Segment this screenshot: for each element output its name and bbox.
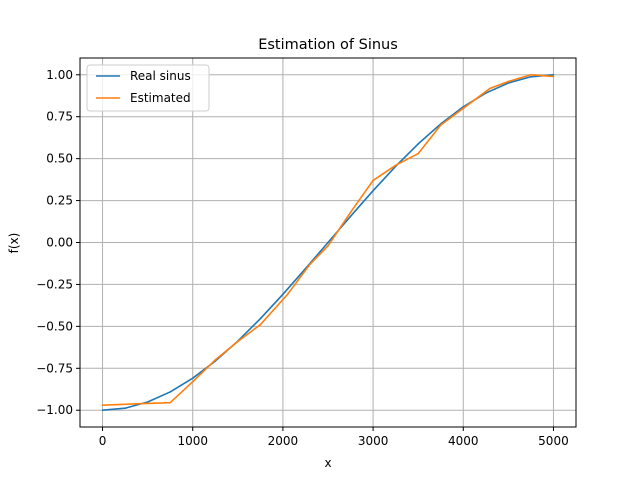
x-tick-label: 0	[99, 434, 107, 448]
legend-label-real-sinus: Real sinus	[130, 69, 191, 83]
x-tick-label: 5000	[538, 434, 569, 448]
y-tick-label: 0.00	[46, 236, 73, 250]
data-point	[552, 75, 555, 78]
data-point	[286, 293, 289, 296]
data-point	[214, 359, 217, 361]
x-tick-label: 1000	[177, 434, 208, 448]
y-tick-label: 1.00	[46, 68, 73, 82]
data-point	[101, 409, 104, 412]
data-point	[146, 401, 149, 403]
y-tick-label: −0.75	[36, 361, 73, 375]
y-tick-label: 0.50	[46, 152, 73, 166]
y-tick-label: −0.50	[36, 319, 73, 333]
data-point	[191, 380, 194, 383]
data-point	[530, 75, 532, 78]
data-point	[507, 80, 510, 83]
data-point	[462, 107, 465, 110]
data-point	[309, 263, 311, 266]
chart-title: Estimation of Sinus	[258, 37, 398, 53]
x-tick-label: 2000	[268, 434, 299, 448]
data-point	[349, 211, 352, 214]
series-points-estimated	[101, 73, 555, 406]
data-point	[259, 317, 262, 320]
data-point	[169, 401, 171, 404]
data-point	[417, 143, 419, 145]
legend: Real sinus Estimated	[86, 64, 210, 112]
y-tick-label: −0.25	[36, 277, 73, 291]
data-point	[394, 164, 397, 167]
ticks: 0 1000 2000 3000 4000 5000 −1.00 −0.75 −0.50 −0.2…	[36, 68, 569, 448]
y-tick-label: 0.75	[46, 110, 73, 124]
series-points-real-sinus	[101, 73, 555, 412]
data-point	[327, 245, 329, 247]
x-tick-label: 4000	[448, 434, 479, 448]
data-point	[237, 340, 239, 343]
data-point	[349, 215, 352, 218]
data-point	[259, 323, 262, 326]
data-point	[552, 73, 555, 76]
data-point	[489, 87, 492, 89]
data-point	[507, 82, 510, 84]
x-axis-label: x	[324, 456, 331, 470]
x-tick-label: 3000	[358, 434, 389, 448]
y-tick-label: −1.00	[36, 403, 73, 417]
data-point	[327, 241, 329, 244]
data-point	[142, 402, 144, 405]
y-axis-label: f(x)	[7, 233, 21, 254]
data-point	[372, 179, 374, 182]
data-point	[372, 189, 374, 192]
series-line-estimated	[102, 73, 554, 406]
data-point	[191, 377, 194, 379]
data-point	[124, 407, 126, 410]
data-point	[530, 73, 532, 76]
data-point	[282, 293, 284, 296]
series-group	[101, 73, 555, 412]
data-point	[101, 404, 104, 406]
legend-label-estimated: Estimated	[130, 91, 191, 105]
data-point	[417, 152, 419, 155]
data-point	[169, 391, 171, 393]
y-tick-label: 0.25	[46, 194, 73, 208]
data-point	[439, 124, 442, 126]
